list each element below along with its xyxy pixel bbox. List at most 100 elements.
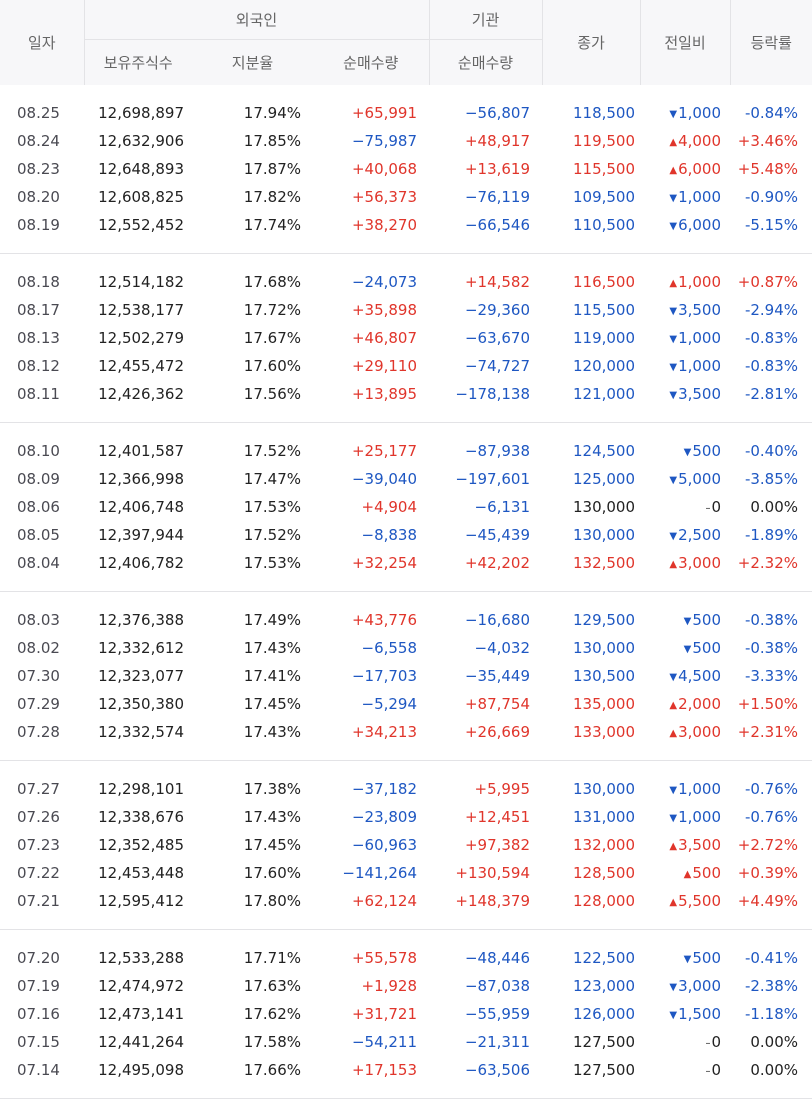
rate-cell: +2.32%	[737, 554, 799, 572]
change-value: 1,000	[678, 357, 722, 375]
change-cell: ▲2,000	[640, 690, 730, 718]
date-cell: 07.20	[17, 949, 60, 967]
share-cell: 17.38%	[243, 780, 301, 798]
date-cell: 07.14	[17, 1061, 60, 1079]
share-cell: 17.41%	[243, 667, 301, 685]
change-value: 3,000	[678, 977, 722, 995]
close-cell: 126,000	[572, 1005, 636, 1023]
down-triangle-icon: ▼	[669, 1010, 678, 1021]
foreign-net-cell: +31,721	[351, 1005, 418, 1023]
up-triangle-icon: ▲	[669, 559, 678, 570]
change-value: 5,000	[678, 470, 722, 488]
holding-cell: 12,298,101	[98, 780, 184, 798]
change-value: 1,000	[678, 273, 722, 291]
header-date: 일자	[0, 0, 84, 85]
holding-cell: 12,332,612	[98, 639, 184, 657]
close-cell: 115,500	[572, 301, 636, 319]
date-cell: 07.22	[17, 864, 60, 882]
date-cell: 07.15	[17, 1033, 60, 1051]
holding-cell: 12,595,412	[98, 892, 184, 910]
rate-cell: -1.18%	[744, 1005, 799, 1023]
change-value: 6,000	[678, 160, 722, 178]
close-cell: 119,000	[572, 329, 636, 347]
rate-cell: +4.49%	[737, 892, 799, 910]
close-cell: 116,500	[572, 273, 636, 291]
group-spacer	[0, 239, 812, 253]
share-cell: 17.82%	[243, 188, 301, 206]
foreign-net-cell: +25,177	[351, 442, 418, 460]
holding-cell: 12,455,472	[98, 357, 184, 375]
inst-net-cell: −197,601	[455, 470, 531, 488]
inst-net-cell: +42,202	[464, 554, 531, 572]
group-divider	[0, 1098, 812, 1099]
share-cell: 17.45%	[243, 695, 301, 713]
change-value: 3,000	[678, 554, 722, 572]
change-value: 500	[692, 611, 722, 629]
table-row: 07.29 12,350,380 17.45% −5,294 +87,754 135,00…	[0, 690, 812, 718]
down-triangle-icon: ▼	[669, 221, 678, 232]
date-cell: 07.27	[17, 780, 60, 798]
close-cell: 119,500	[572, 132, 636, 150]
table-row: 07.19 12,474,972 17.63% +1,928 −87,038 123,00…	[0, 972, 812, 1000]
table-row: 08.23 12,648,893 17.87% +40,068 +13,619 115,5…	[0, 155, 812, 183]
date-cell: 08.11	[17, 385, 60, 403]
rate-cell: -1.89%	[744, 526, 799, 544]
up-triangle-icon: ▲	[669, 278, 678, 289]
close-cell: 124,500	[572, 442, 636, 460]
date-cell: 08.13	[17, 329, 60, 347]
share-cell: 17.53%	[243, 554, 301, 572]
close-cell: 118,500	[572, 104, 636, 122]
close-cell: 115,500	[572, 160, 636, 178]
inst-net-cell: −74,727	[464, 357, 531, 375]
down-triangle-icon: ▼	[669, 813, 678, 824]
change-value: 500	[692, 949, 722, 967]
table-row: 07.26 12,338,676 17.43% −23,809 +12,451 131,0…	[0, 803, 812, 831]
foreign-net-cell: +4,904	[361, 498, 418, 516]
close-cell: 129,500	[572, 611, 636, 629]
table-row: 07.20 12,533,288 17.71% +55,578 −48,446 122,5…	[0, 944, 812, 972]
down-triangle-icon: ▼	[669, 390, 678, 401]
group-divider	[0, 253, 812, 254]
inst-net-cell: +12,451	[464, 808, 531, 826]
share-cell: 17.43%	[243, 808, 301, 826]
foreign-net-cell: +17,153	[351, 1061, 418, 1079]
foreign-net-cell: −5,294	[361, 695, 418, 713]
rate-cell: -0.38%	[744, 639, 799, 657]
share-cell: 17.49%	[243, 611, 301, 629]
change-cell: ▲6,000	[640, 155, 730, 183]
inst-net-cell: −63,670	[464, 329, 531, 347]
holding-cell: 12,473,141	[98, 1005, 184, 1023]
share-cell: 17.80%	[243, 892, 301, 910]
foreign-net-cell: +32,254	[351, 554, 418, 572]
table-row: 08.13 12,502,279 17.67% +46,807 −63,670 119,0…	[0, 324, 812, 352]
change-value: 1,500	[678, 1005, 722, 1023]
foreign-net-cell: −141,264	[342, 864, 418, 882]
change-cell: ▼6,000	[640, 211, 730, 239]
share-cell: 17.71%	[243, 949, 301, 967]
foreign-net-cell: +35,898	[351, 301, 418, 319]
holding-cell: 12,397,944	[98, 526, 184, 544]
date-cell: 08.17	[17, 301, 60, 319]
rate-cell: -2.94%	[744, 301, 799, 319]
foreign-net-cell: −39,040	[351, 470, 418, 488]
change-value: 0	[711, 498, 722, 516]
holding-cell: 12,406,782	[98, 554, 184, 572]
header-foreign-net: 순매수량	[313, 38, 430, 85]
change-cell: ▲3,500	[640, 831, 730, 859]
flat-dash-icon: –	[705, 503, 711, 514]
change-cell: ▼1,000	[640, 99, 730, 127]
holding-cell: 12,441,264	[98, 1033, 184, 1051]
table-row: 08.19 12,552,452 17.74% +38,270 −66,546 110,5…	[0, 211, 812, 239]
table-row: 08.10 12,401,587 17.52% +25,177 −87,938 124,5…	[0, 437, 812, 465]
close-cell: 130,000	[572, 526, 636, 544]
share-cell: 17.60%	[243, 864, 301, 882]
table-row: 08.18 12,514,182 17.68% −24,073 +14,582 116,5…	[0, 268, 812, 296]
share-cell: 17.87%	[243, 160, 301, 178]
group-spacer	[0, 746, 812, 760]
holding-cell: 12,453,448	[98, 864, 184, 882]
change-value: 0	[711, 1061, 722, 1079]
change-value: 1,000	[678, 780, 722, 798]
share-cell: 17.68%	[243, 273, 301, 291]
close-cell: 131,000	[572, 808, 636, 826]
table-row: 07.27 12,298,101 17.38% −37,182 +5,995 130,00…	[0, 775, 812, 803]
